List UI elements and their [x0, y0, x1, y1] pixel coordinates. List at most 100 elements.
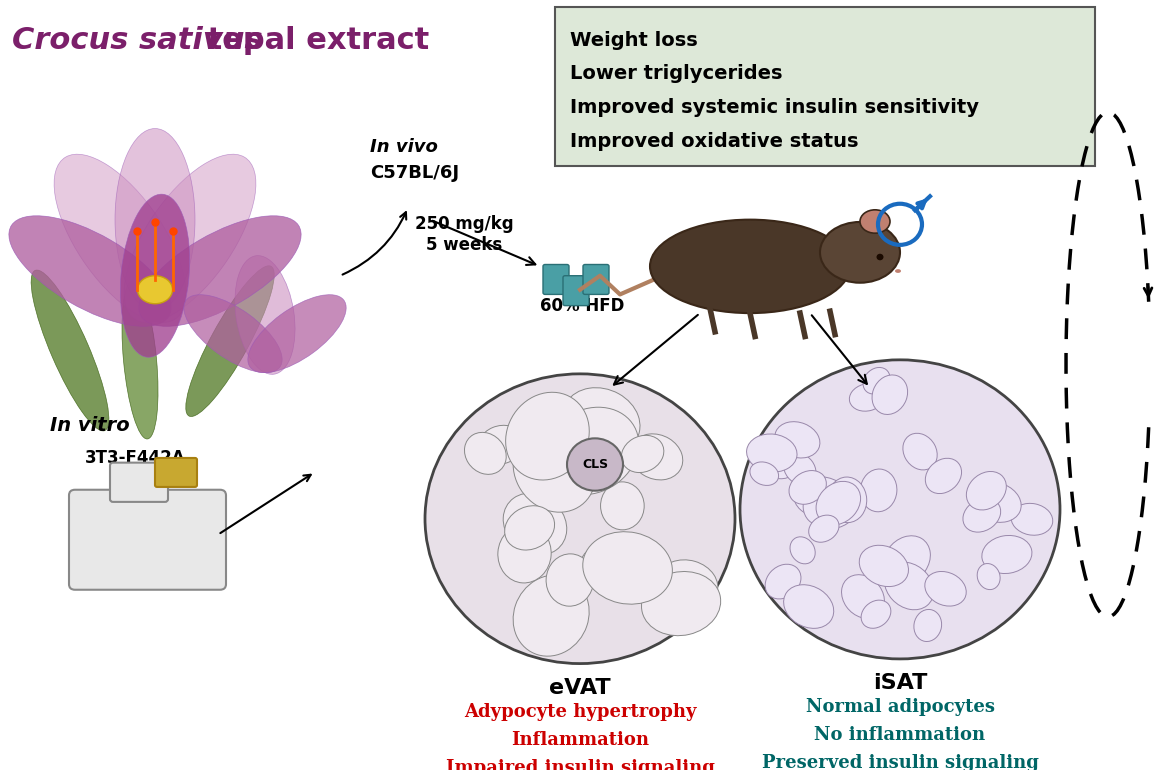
Ellipse shape — [139, 216, 301, 326]
Ellipse shape — [115, 129, 196, 311]
Ellipse shape — [31, 270, 109, 431]
Ellipse shape — [504, 506, 554, 550]
Ellipse shape — [872, 375, 907, 414]
Ellipse shape — [861, 469, 897, 512]
Ellipse shape — [746, 434, 797, 472]
Ellipse shape — [820, 222, 900, 283]
Ellipse shape — [789, 470, 826, 504]
Ellipse shape — [877, 254, 884, 260]
Ellipse shape — [978, 564, 1000, 590]
Text: Impaired insulin signaling: Impaired insulin signaling — [445, 759, 714, 770]
Ellipse shape — [581, 545, 626, 581]
Ellipse shape — [600, 482, 644, 530]
Ellipse shape — [971, 482, 1022, 522]
Text: Inflammation: Inflammation — [511, 731, 649, 749]
Text: eVAT: eVAT — [550, 678, 611, 698]
Ellipse shape — [656, 560, 717, 610]
Ellipse shape — [138, 276, 172, 303]
Circle shape — [567, 438, 622, 490]
Ellipse shape — [578, 413, 633, 469]
Ellipse shape — [503, 493, 567, 555]
Ellipse shape — [631, 434, 683, 480]
Ellipse shape — [783, 584, 834, 628]
Ellipse shape — [803, 489, 834, 525]
Ellipse shape — [513, 575, 589, 656]
Ellipse shape — [121, 281, 159, 439]
FancyArrowPatch shape — [918, 201, 924, 209]
Ellipse shape — [861, 600, 891, 628]
Ellipse shape — [54, 154, 186, 323]
Ellipse shape — [750, 462, 779, 485]
Ellipse shape — [790, 537, 816, 564]
Ellipse shape — [841, 574, 884, 618]
Text: 250 mg/kg
5 weeks: 250 mg/kg 5 weeks — [415, 215, 514, 254]
Ellipse shape — [478, 425, 524, 464]
Ellipse shape — [963, 498, 1001, 532]
Text: 60% HFD: 60% HFD — [540, 297, 625, 315]
Text: Weight loss: Weight loss — [570, 31, 698, 50]
FancyBboxPatch shape — [555, 8, 1095, 166]
Text: iSAT: iSAT — [872, 673, 927, 693]
Ellipse shape — [884, 562, 934, 610]
Text: In vivo: In vivo — [370, 139, 437, 156]
Ellipse shape — [498, 524, 551, 583]
FancyBboxPatch shape — [110, 463, 168, 502]
Ellipse shape — [982, 535, 1032, 574]
Text: CLS: CLS — [582, 458, 609, 471]
FancyBboxPatch shape — [543, 265, 569, 294]
Ellipse shape — [1011, 504, 1053, 535]
Ellipse shape — [883, 536, 930, 584]
Text: Improved systemic insulin sensitivity: Improved systemic insulin sensitivity — [570, 98, 979, 117]
Text: In vitro: In vitro — [50, 416, 130, 435]
Ellipse shape — [757, 441, 797, 479]
Ellipse shape — [464, 433, 507, 474]
Ellipse shape — [794, 477, 848, 517]
Text: Adypocyte hypertrophy: Adypocyte hypertrophy — [464, 703, 697, 721]
Circle shape — [425, 374, 735, 664]
Text: Crocus sativus: Crocus sativus — [12, 26, 263, 55]
Text: Normal adipocytes: Normal adipocytes — [805, 698, 995, 716]
FancyBboxPatch shape — [155, 458, 197, 487]
Ellipse shape — [506, 392, 589, 480]
Ellipse shape — [815, 490, 858, 528]
Ellipse shape — [926, 458, 961, 494]
FancyArrowPatch shape — [812, 315, 867, 384]
Ellipse shape — [124, 154, 256, 323]
Ellipse shape — [186, 266, 274, 417]
Ellipse shape — [816, 481, 861, 525]
Ellipse shape — [120, 194, 190, 357]
Ellipse shape — [860, 545, 908, 587]
FancyArrowPatch shape — [220, 475, 311, 533]
Ellipse shape — [775, 422, 820, 458]
FancyArrowPatch shape — [342, 213, 406, 275]
Circle shape — [740, 360, 1060, 659]
Ellipse shape — [248, 295, 346, 373]
Ellipse shape — [641, 571, 721, 636]
Text: C57BL/6J: C57BL/6J — [370, 163, 459, 182]
Ellipse shape — [650, 219, 850, 313]
Ellipse shape — [860, 209, 890, 233]
Ellipse shape — [924, 571, 966, 606]
FancyArrowPatch shape — [614, 315, 698, 384]
Ellipse shape — [827, 477, 867, 523]
Ellipse shape — [849, 383, 885, 411]
FancyArrowPatch shape — [433, 221, 536, 265]
Text: tepal extract: tepal extract — [197, 26, 429, 55]
Ellipse shape — [902, 434, 937, 470]
Ellipse shape — [765, 564, 801, 599]
Ellipse shape — [914, 609, 942, 641]
Ellipse shape — [863, 367, 890, 394]
FancyBboxPatch shape — [69, 490, 226, 590]
Ellipse shape — [966, 471, 1007, 510]
Ellipse shape — [583, 532, 672, 604]
Ellipse shape — [621, 435, 664, 473]
Text: No inflammation: No inflammation — [815, 726, 986, 744]
Ellipse shape — [887, 552, 926, 596]
Text: Lower triglycerides: Lower triglycerides — [570, 65, 782, 83]
Ellipse shape — [546, 554, 594, 606]
Ellipse shape — [896, 270, 901, 273]
Text: 3T3-F442A: 3T3-F442A — [84, 449, 185, 467]
Ellipse shape — [562, 388, 640, 455]
Ellipse shape — [543, 407, 639, 494]
FancyArrowPatch shape — [1144, 286, 1152, 296]
